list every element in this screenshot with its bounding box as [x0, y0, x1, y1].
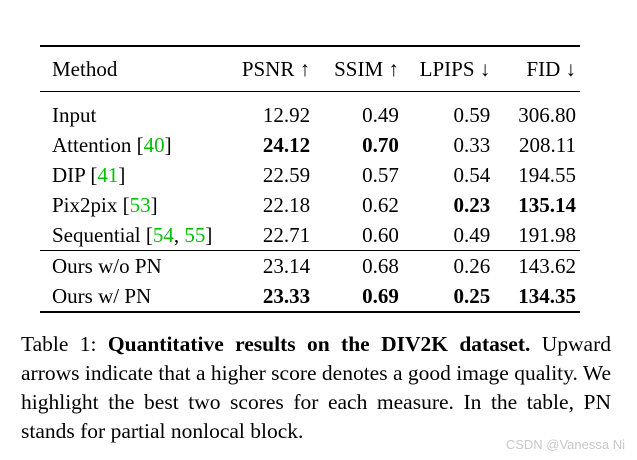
- table-row: DIP [41] 22.59 0.57 0.54 194.55: [40, 160, 580, 190]
- caption-title: Quantitative results on the DIV2K datase…: [107, 332, 531, 356]
- fid-value: 306.80: [518, 103, 576, 127]
- reference-link[interactable]: 54: [152, 223, 174, 247]
- watermark: CSDN @Vanessa Ni: [505, 437, 625, 452]
- caption-body: Upward arrows indicate that a higher sco…: [21, 332, 612, 443]
- lpips-value: 0.25: [453, 284, 491, 308]
- fid-value: 134.35: [518, 284, 576, 308]
- lpips-value: 0.49: [453, 223, 491, 247]
- psnr-value: 24.12: [262, 133, 311, 157]
- method-name: Ours w/o PN: [52, 254, 162, 278]
- lpips-value: 0.33: [453, 133, 491, 157]
- psnr-value: 22.59: [262, 163, 311, 187]
- reference-link[interactable]: 53: [129, 193, 151, 217]
- fid-value: 194.55: [518, 163, 576, 187]
- table-row: Input 12.92 0.49 0.59 306.80: [40, 91, 580, 131]
- ssim-value: 0.49: [362, 103, 399, 127]
- lpips-value: 0.59: [453, 103, 491, 127]
- fid-value: 135.14: [518, 193, 576, 217]
- fid-value: 143.62: [518, 254, 576, 278]
- ssim-value: 0.60: [362, 223, 399, 247]
- caption-label: Table 1:: [21, 332, 97, 356]
- psnr-value: 22.18: [262, 193, 311, 217]
- psnr-value: 22.71: [262, 223, 311, 247]
- header-lpips: LPIPS ↓: [419, 57, 491, 81]
- results-table-container: Method PSNR ↑ SSIM ↑ LPIPS ↓ FID ↓ Input…: [40, 45, 580, 313]
- psnr-value: 12.92: [262, 103, 311, 127]
- header-ssim: SSIM ↑: [334, 57, 399, 81]
- lpips-value: 0.26: [453, 254, 491, 278]
- ssim-value: 0.69: [362, 284, 399, 308]
- results-table: Method PSNR ↑ SSIM ↑ LPIPS ↓ FID ↓ Input…: [40, 45, 580, 313]
- lpips-value: 0.23: [453, 193, 491, 217]
- ssim-value: 0.70: [362, 133, 399, 157]
- header-fid: FID ↓: [526, 57, 576, 81]
- psnr-value: 23.33: [262, 284, 311, 308]
- ssim-value: 0.57: [362, 163, 399, 187]
- table-row: Ours w/o PN 23.14 0.68 0.26 143.62: [40, 250, 580, 282]
- table-row: Ours w/ PN 23.33 0.69 0.25 134.35: [40, 281, 580, 312]
- header-psnr: PSNR ↑: [241, 57, 311, 81]
- table-header-row: Method PSNR ↑ SSIM ↑ LPIPS ↓ FID ↓: [40, 46, 580, 92]
- method-name: DIP [41]: [52, 163, 126, 187]
- table-row: Sequential [54, 55] 22.71 0.60 0.49 191.…: [40, 220, 580, 251]
- ssim-value: 0.68: [362, 254, 399, 278]
- lpips-value: 0.54: [453, 163, 491, 187]
- fid-value: 208.11: [519, 133, 576, 157]
- table-row: Attention [40] 24.12 0.70 0.33 208.11: [40, 130, 580, 160]
- method-name: Sequential [54, 55]: [52, 223, 213, 247]
- table-caption: Table 1: Quantitative results on the DIV…: [21, 330, 611, 446]
- method-name: Attention [40]: [52, 133, 172, 157]
- reference-link[interactable]: 41: [97, 163, 119, 187]
- fid-value: 191.98: [518, 223, 576, 247]
- method-name: Input: [52, 103, 97, 127]
- ssim-value: 0.62: [362, 193, 399, 217]
- reference-link[interactable]: 55: [184, 223, 206, 247]
- method-name: Ours w/ PN: [52, 284, 152, 308]
- table-row: Pix2pix [53] 22.18 0.62 0.23 135.14: [40, 190, 580, 220]
- psnr-value: 23.14: [262, 254, 311, 278]
- method-name: Pix2pix [53]: [52, 193, 158, 217]
- reference-link[interactable]: 40: [143, 133, 165, 157]
- header-method: Method: [52, 57, 118, 81]
